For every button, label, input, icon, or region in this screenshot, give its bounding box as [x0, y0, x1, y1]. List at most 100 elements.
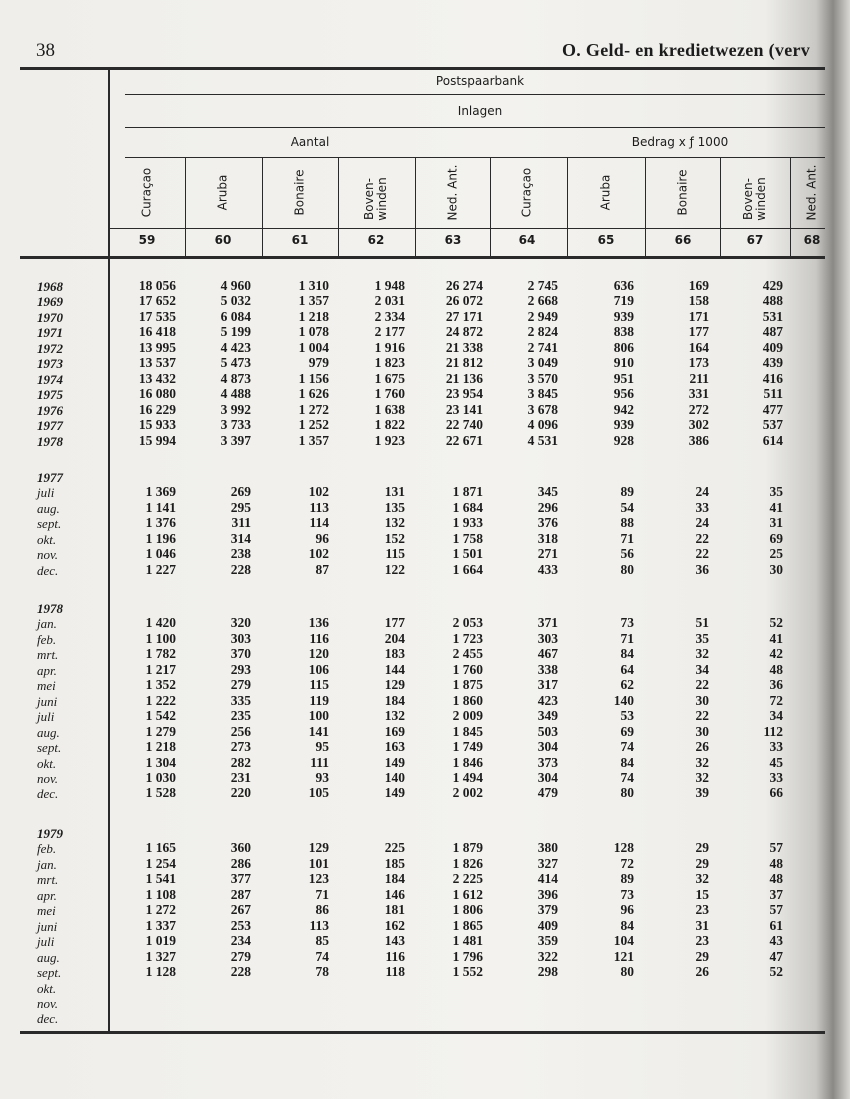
table-cell: 96	[620, 902, 635, 918]
table-cell: 376	[537, 515, 558, 531]
row-label: juli	[37, 485, 55, 501]
row-label: 1976	[37, 402, 63, 418]
table-cell: 52	[769, 615, 784, 631]
table-cell: 102	[308, 546, 329, 562]
table-cell: 140	[613, 692, 634, 708]
table-cell: 4 873	[220, 370, 251, 386]
table-cell: 479	[537, 785, 558, 801]
table-cell: 636	[613, 278, 634, 293]
row-label: nov.	[37, 547, 59, 563]
row-label: 1972	[37, 340, 63, 356]
column-divider	[338, 158, 339, 256]
table-cell: 271	[537, 546, 558, 562]
table-cell: 477	[762, 401, 783, 417]
column-header-name: Bonaire	[292, 169, 307, 216]
table-cell: 85	[315, 933, 330, 949]
row-label: apr.	[37, 662, 57, 678]
table-cell: 51	[695, 615, 710, 631]
table-cell: 1 156	[298, 370, 329, 386]
table-cell: 47	[769, 948, 784, 964]
table-cell: 80	[620, 964, 635, 980]
table-cell: 1 871	[452, 484, 483, 500]
table-cell: 106	[308, 661, 329, 677]
table-cell: 21 136	[445, 370, 483, 386]
table-cell: 15 933	[138, 417, 176, 433]
column-number: 60	[214, 233, 232, 247]
table-cell: 1 310	[298, 278, 329, 293]
table-cell: 26	[695, 739, 710, 755]
table-cell: 314	[230, 530, 251, 546]
table-cell: 181	[384, 902, 405, 918]
table-cell: 1 916	[374, 339, 405, 355]
table-cell: 163	[384, 739, 405, 755]
table-cell: 4 488	[220, 386, 251, 402]
table-cell: 5 032	[220, 293, 251, 309]
table-cell: 1 030	[145, 769, 176, 785]
table-cell: 939	[613, 417, 634, 433]
table-cell: 1 357	[298, 293, 329, 309]
table-cell: 4 960	[220, 278, 251, 293]
table-cell: 27 171	[445, 308, 483, 324]
table-cell: 1 860	[452, 692, 483, 708]
table-cell: 331	[688, 386, 709, 402]
row-label: aug.	[37, 724, 60, 740]
row-label: mei	[37, 678, 56, 694]
table-cell: 1 100	[145, 630, 176, 646]
table-cell: 225	[384, 840, 405, 856]
table-cell: 48	[769, 661, 784, 677]
table-cell: 1 128	[145, 964, 176, 980]
table-cell: 57	[769, 902, 784, 918]
table-cell: 1 304	[145, 754, 176, 770]
table-cell: 1 272	[298, 401, 329, 417]
table-cell: 409	[537, 917, 558, 933]
row-label: apr.	[37, 887, 57, 903]
table-cell: 123	[308, 871, 329, 887]
table-cell: 143	[384, 933, 405, 949]
header-aantal: Aantal	[290, 135, 330, 149]
table-cell: 116	[385, 948, 405, 964]
table-cell: 31	[769, 515, 784, 531]
table-cell: 234	[230, 933, 251, 949]
table-cell: 177	[384, 615, 405, 631]
row-label: mrt.	[37, 872, 59, 888]
table-cell: 34	[695, 661, 710, 677]
section-label: 1979	[37, 826, 63, 841]
table-cell: 89	[620, 871, 635, 887]
table-cell: 1 252	[298, 417, 329, 433]
rule-postspaarbank	[125, 94, 825, 95]
header-inlagen: Inlagen	[457, 104, 503, 118]
table-cell: 298	[537, 964, 558, 980]
section-label: 1977	[37, 470, 63, 485]
row-label: sept.	[37, 740, 62, 756]
table-cell: 5 473	[220, 355, 251, 371]
row-label: nov.	[37, 770, 59, 786]
table-cell: 36	[695, 561, 710, 577]
table-cell: 273	[230, 739, 251, 755]
running-title: O. Geld- en kredietwezen (verv	[562, 40, 811, 60]
table-cell: 23 954	[445, 386, 483, 402]
table-cell: 1 004	[298, 339, 329, 355]
table-cell: 423	[537, 692, 558, 708]
row-label: okt.	[37, 531, 57, 547]
table-cell: 1 760	[452, 661, 483, 677]
table-cell: 1 845	[452, 723, 483, 739]
table-cell: 228	[230, 561, 251, 577]
table-cell: 140	[384, 769, 405, 785]
table-cell: 4 531	[527, 432, 558, 448]
table-cell: 4 423	[220, 339, 251, 355]
row-label: 1975	[37, 387, 63, 403]
table-cell: 45	[769, 754, 784, 770]
table-cell: 317	[537, 677, 558, 693]
stub-divider	[108, 68, 110, 1033]
table-cell: 1 796	[452, 948, 483, 964]
table-cell: 24	[695, 515, 710, 531]
table-cell: 74	[620, 769, 635, 785]
table-cell: 86	[315, 902, 330, 918]
column-number: 64	[518, 233, 536, 247]
table-cell: 320	[230, 615, 251, 631]
table-cell: 220	[230, 785, 251, 801]
table-cell: 149	[384, 785, 405, 801]
table-cell: 22	[695, 708, 710, 724]
table-cell: 100	[308, 708, 329, 724]
table-cell: 25	[769, 546, 784, 562]
